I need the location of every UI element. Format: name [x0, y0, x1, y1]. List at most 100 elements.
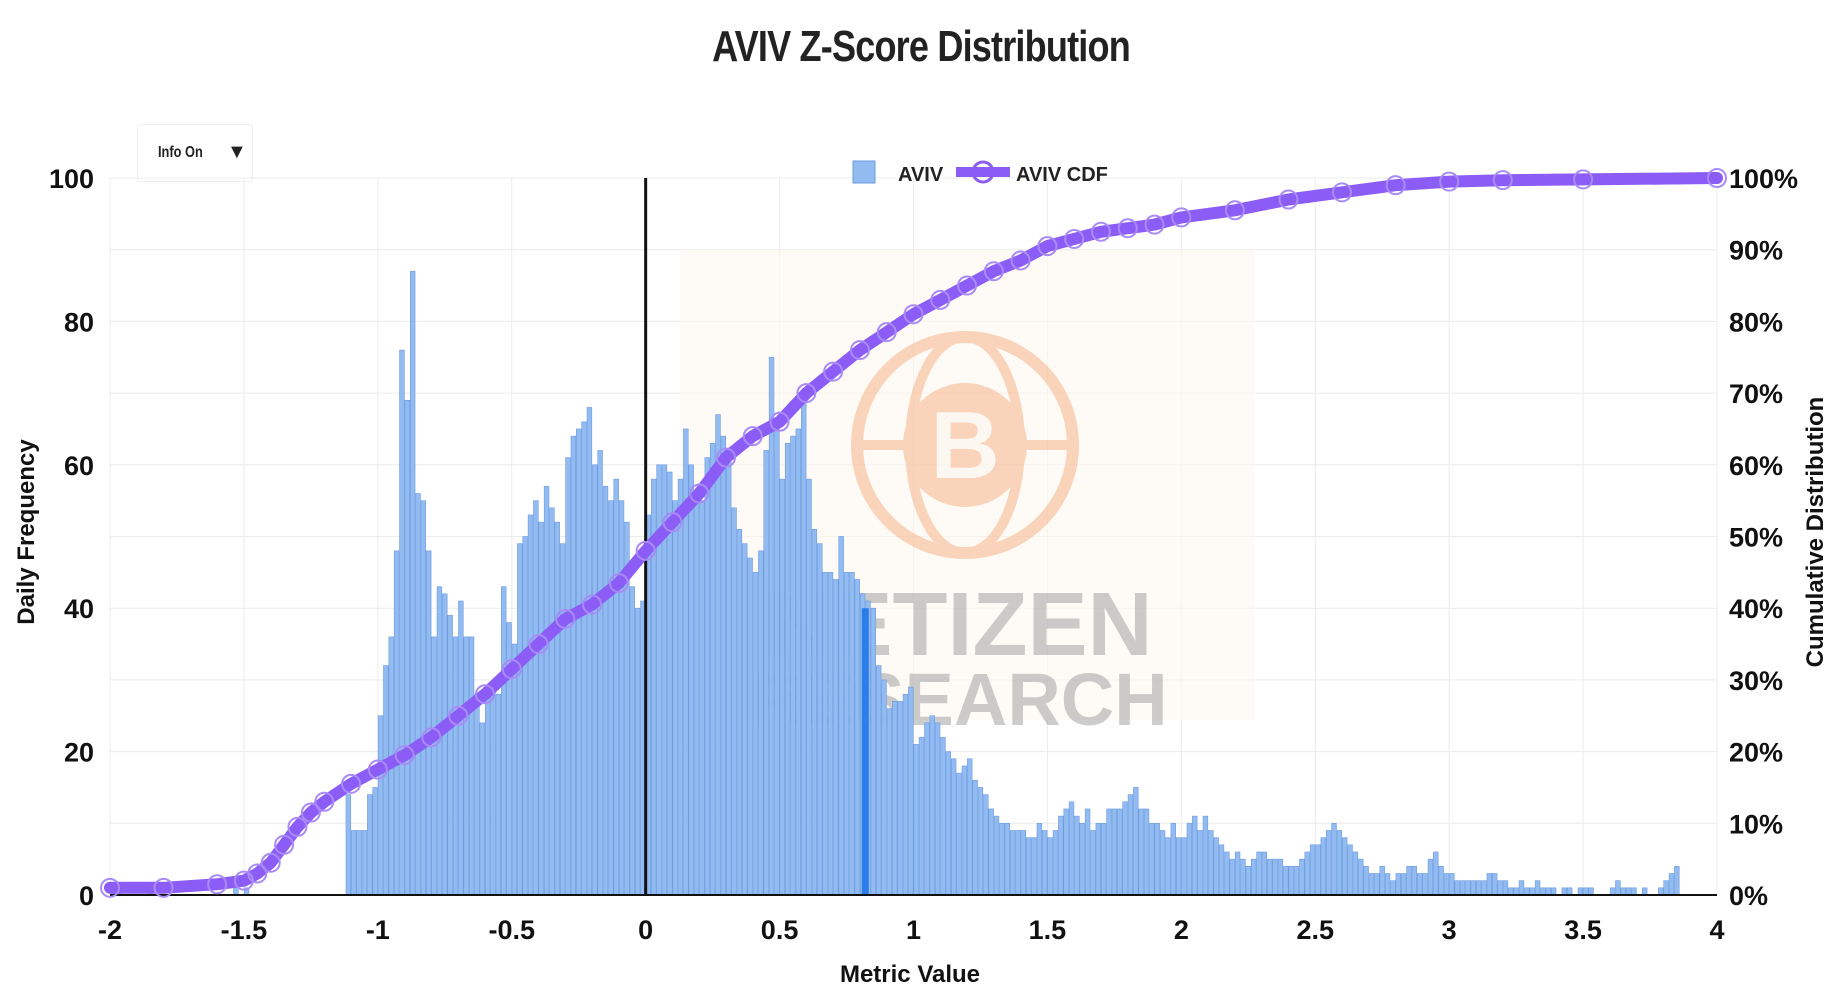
histogram-bar-190: [1127, 794, 1134, 896]
histogram-bar-189: [1122, 801, 1128, 896]
histogram-bar-193: [1143, 808, 1150, 896]
histogram-bar-88: [581, 421, 587, 896]
cdf-point-33: [957, 275, 978, 296]
cdf-point-4: [247, 863, 268, 884]
histogram-bar-111: [704, 457, 710, 896]
histogram-bar-135: [833, 579, 839, 896]
histogram-bar-263: [1518, 880, 1525, 896]
histogram-bar-236: [1374, 873, 1380, 896]
histogram-bar-204: [1202, 815, 1209, 896]
legend: AVIV AVIV CDF: [852, 160, 1108, 186]
histogram-bar-245: [1422, 873, 1428, 896]
histogram-bar-186: [1106, 808, 1112, 896]
legend-swatch-aviv[interactable]: [852, 160, 876, 184]
cdf-point-27: [796, 383, 817, 404]
histogram-bar-126: [784, 442, 791, 896]
cdf-point-17: [528, 634, 549, 655]
histogram-bar-83: [554, 521, 560, 896]
histogram-bar-253: [1465, 880, 1471, 896]
cdf-point-16: [501, 659, 522, 680]
histogram-bar-122: [763, 450, 769, 896]
histogram-bar-179: [1068, 801, 1075, 896]
histogram-bar-177: [1058, 815, 1064, 896]
histogram-bar-266: [1534, 880, 1541, 896]
histogram-bar-164: [988, 808, 994, 896]
info-dropdown[interactable]: Info On ▼: [137, 124, 253, 182]
histogram-bar-86: [570, 435, 577, 896]
cdf-point-9: [314, 791, 335, 812]
histogram-bar-50: [377, 715, 384, 896]
histogram-bar-272: [1567, 887, 1573, 896]
y2-tick-label-1: 10%: [1729, 809, 1783, 839]
cdf-point-46: [1439, 171, 1460, 192]
histogram-bar-237: [1379, 866, 1385, 896]
histogram-bar-54: [399, 349, 405, 896]
histogram-bar-150: [913, 744, 919, 896]
histogram-bar-290: [1663, 880, 1669, 896]
histogram-bar-90: [592, 464, 598, 896]
histogram-bar-185: [1100, 822, 1107, 896]
cdf-point-21: [635, 540, 656, 561]
histogram-bar-200: [1181, 837, 1187, 896]
histogram-bar-246: [1427, 858, 1434, 896]
histogram-bar-172: [1031, 837, 1037, 896]
histogram-bar-238: [1384, 873, 1391, 896]
histogram-bar-254: [1470, 880, 1476, 896]
x-tick-label-4: 0: [638, 915, 653, 945]
x-tick-label-10: 3: [1442, 915, 1457, 945]
histogram-bar-123: [768, 356, 775, 896]
histogram-bar-82: [549, 507, 555, 896]
histogram-bar-210: [1234, 851, 1241, 896]
cdf-point-25: [742, 426, 763, 447]
histogram-bar-105: [672, 500, 678, 896]
histogram-bar-224: [1309, 844, 1316, 896]
histogram-bar-51: [383, 665, 389, 896]
histogram-bar-214: [1256, 851, 1262, 896]
cdf-point-35: [1010, 250, 1031, 271]
histogram-bar-75: [511, 643, 518, 896]
cdf-point-5: [260, 852, 281, 873]
y2-tick-label-5: 50%: [1729, 523, 1783, 553]
histogram-bar-178: [1063, 808, 1069, 896]
histogram-bar-202: [1192, 815, 1198, 896]
histogram-bar-207: [1218, 844, 1225, 896]
histogram-bar-95: [618, 500, 625, 896]
histogram-bar-176: [1052, 830, 1059, 896]
cdf-point-38: [1090, 221, 1111, 242]
histogram-bar-262: [1513, 887, 1519, 896]
histogram-bar-289: [1658, 887, 1664, 896]
histogram-bar-268: [1545, 887, 1551, 896]
y2-tick-label-9: 90%: [1729, 236, 1783, 266]
histogram-bar-269: [1550, 887, 1557, 896]
histogram-bar-118: [742, 543, 748, 896]
cdf-point-45: [1385, 175, 1406, 196]
legend-label-aviv[interactable]: AVIV: [898, 164, 944, 186]
y2-tick-label-3: 30%: [1729, 666, 1783, 696]
histogram-bar-171: [1025, 837, 1032, 896]
histogram-bar-63: [447, 615, 453, 896]
histogram-bar-183: [1090, 830, 1096, 896]
histogram-bar-249: [1443, 873, 1450, 896]
histogram-bar-76: [517, 543, 523, 896]
cdf-point-13: [421, 727, 442, 748]
cdf-point-22: [662, 512, 683, 533]
histogram-bar-195: [1154, 822, 1160, 896]
histogram-bar-149: [908, 686, 914, 896]
cdf-point-19: [582, 594, 603, 615]
legend-label-cdf[interactable]: AVIV CDF: [1016, 164, 1108, 186]
histogram-bar-80: [538, 521, 544, 896]
x-tick-label-6: 1: [906, 915, 921, 945]
cdf-point-42: [1224, 200, 1245, 221]
histogram-bar-57: [415, 493, 421, 896]
histogram-bar-151: [918, 736, 925, 896]
histogram-bar-225: [1315, 844, 1321, 896]
histogram-bar-231: [1347, 844, 1353, 896]
histogram-bar-271: [1561, 887, 1568, 896]
svg-text:B: B: [930, 392, 999, 499]
histogram-bar-67: [468, 636, 475, 896]
cdf-point-36: [1037, 236, 1058, 257]
y2-tick-label-7: 70%: [1729, 379, 1783, 409]
histogram-bar-205: [1208, 830, 1214, 896]
histogram-bar-117: [736, 529, 743, 896]
